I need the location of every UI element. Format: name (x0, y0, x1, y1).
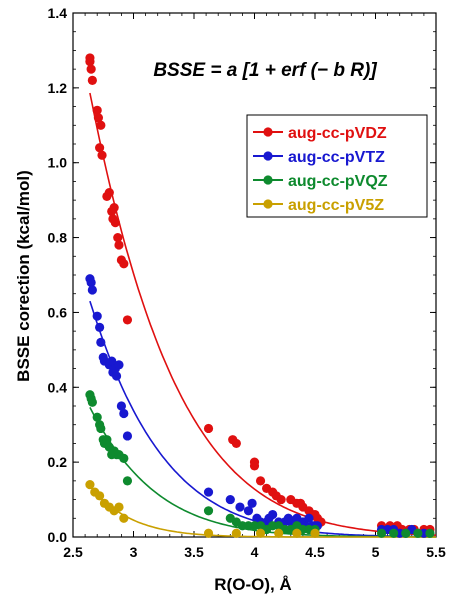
data-point-aug-cc-pVQZ (401, 528, 411, 538)
y-tick-label: 0.6 (48, 304, 68, 320)
data-point-aug-cc-pVDZ (249, 461, 260, 471)
data-point-aug-cc-pVTZ (96, 337, 106, 347)
data-point-aug-cc-pVDZ (87, 75, 97, 85)
data-point-aug-cc-pVTZ (87, 285, 97, 295)
data-point-aug-cc-pV5Z (114, 502, 124, 512)
y-tick-label: 0.0 (48, 529, 68, 545)
x-tick-label: 2.5 (63, 544, 83, 560)
x-tick-label: 4 (251, 544, 259, 560)
legend-label-aug-cc-pVQZ: aug-cc-pVQZ (288, 173, 388, 190)
data-point-aug-cc-pVDZ (97, 150, 107, 160)
data-point-aug-cc-pVQZ (119, 453, 129, 463)
data-point-aug-cc-pVTZ (235, 502, 245, 512)
data-point-aug-cc-pVDZ (113, 232, 123, 243)
data-point-aug-cc-pV5Z (310, 528, 320, 538)
data-point-aug-cc-pVQZ (122, 476, 133, 486)
y-tick-label: 1.0 (48, 155, 68, 171)
x-tick-label: 3 (130, 544, 138, 560)
data-point-aug-cc-pVTZ (119, 408, 129, 419)
x-tick-label: 5 (372, 544, 380, 560)
data-point-aug-cc-pVDZ (104, 188, 114, 198)
data-point-aug-cc-pVTZ (247, 498, 257, 508)
data-point-aug-cc-pVDZ (203, 423, 214, 434)
data-point-aug-cc-pV5Z (255, 528, 266, 538)
data-point-aug-cc-pVDZ (231, 438, 241, 449)
x-tick-label: 5.5 (426, 544, 446, 560)
legend-label-aug-cc-pVTZ: aug-cc-pVTZ (288, 149, 385, 166)
data-point-aug-cc-pV5Z (85, 480, 95, 490)
data-point-aug-cc-pVTZ (107, 356, 117, 366)
data-point-aug-cc-pVQZ (203, 506, 214, 516)
data-point-aug-cc-pVTZ (243, 506, 254, 516)
data-point-aug-cc-pVDZ (114, 240, 124, 250)
data-point-aug-cc-pVTZ (203, 487, 214, 497)
data-point-aug-cc-pVQZ (376, 528, 387, 538)
data-point-aug-cc-pVTZ (116, 401, 126, 411)
data-point-aug-cc-pVQZ (87, 397, 97, 407)
data-point-aug-cc-pV5Z (203, 528, 214, 538)
legend-marker-aug-cc-pVQZ (263, 175, 273, 185)
data-point-aug-cc-pVDZ (92, 105, 102, 115)
y-axis-label: BSSE corection (kcal/mol) (14, 170, 33, 382)
data-point-aug-cc-pVDZ (110, 218, 120, 228)
data-point-aug-cc-pV5Z (292, 528, 302, 538)
data-point-aug-cc-pVTZ (92, 311, 102, 321)
data-point-aug-cc-pV5Z (95, 491, 105, 501)
data-point-aug-cc-pVQZ (92, 412, 102, 422)
data-point-aug-cc-pV5Z (119, 513, 129, 523)
y-tick-label: 0.8 (48, 230, 68, 246)
data-point-aug-cc-pVQZ (102, 435, 112, 445)
legend: aug-cc-pVDZ aug-cc-pVTZ aug-cc-pVQZ aug-cc-… (246, 114, 428, 218)
data-point-aug-cc-pVTZ (225, 494, 235, 505)
data-point-aug-cc-pVDZ (119, 259, 129, 269)
data-point-aug-cc-pVDZ (93, 113, 104, 123)
formula-annotation: BSSE = a [1 + erf (− b R)] (153, 60, 377, 81)
data-point-aug-cc-pVDZ (276, 494, 286, 505)
data-point-aug-cc-pVDZ (85, 57, 95, 67)
data-point-aug-cc-pVDZ (122, 315, 133, 325)
data-point-aug-cc-pVTZ (111, 371, 122, 381)
legend-label-aug-cc-pV5Z: aug-cc-pV5Z (288, 197, 384, 214)
data-point-aug-cc-pVDZ (95, 143, 105, 153)
data-point-aug-cc-pVTZ (268, 509, 278, 520)
y-tick-label: 0.4 (48, 379, 68, 395)
data-point-aug-cc-pVTZ (304, 513, 314, 523)
data-point-aug-cc-pVDZ (86, 64, 96, 74)
axes-layer: 2.5 3 3.5 4 4.5 5 5.5 0.0 0.2 0.4 0.6 0.8 1.0 1.2 1.4 (48, 5, 446, 560)
legend-marker-aug-cc-pVDZ (263, 127, 273, 137)
legend-label-aug-cc-pVDZ: aug-cc-pVDZ (288, 125, 387, 142)
data-point-aug-cc-pVTZ (86, 277, 96, 288)
data-points (85, 53, 435, 538)
legend-marker-aug-cc-pV5Z (263, 199, 273, 209)
data-point-aug-cc-pVTZ (95, 322, 105, 332)
x-tick-label: 4.5 (305, 544, 325, 560)
data-point-aug-cc-pVTZ (122, 431, 133, 441)
x-axis-label: R(O-O), Å (214, 575, 291, 594)
y-tick-label: 1.4 (48, 5, 68, 21)
data-point-aug-cc-pVDZ (109, 203, 119, 213)
data-point-aug-cc-pV5Z (274, 528, 284, 538)
data-point-aug-cc-pVQZ (413, 528, 423, 538)
y-tick-label: 0.2 (48, 454, 68, 470)
data-point-aug-cc-pVQZ (425, 528, 435, 538)
data-point-aug-cc-pVTZ (114, 360, 124, 370)
data-point-aug-cc-pV5Z (231, 528, 241, 538)
data-point-aug-cc-pVQZ (389, 528, 399, 538)
data-point-aug-cc-pVDZ (255, 476, 266, 486)
data-point-aug-cc-pVDZ (96, 120, 106, 130)
fit-curve-aug-cc-pVTZ (89, 300, 436, 538)
data-point-aug-cc-pVQZ (96, 423, 106, 434)
x-tick-label: 3.5 (184, 544, 204, 560)
legend-marker-aug-cc-pVTZ (263, 151, 273, 161)
y-tick-label: 1.2 (48, 80, 68, 96)
